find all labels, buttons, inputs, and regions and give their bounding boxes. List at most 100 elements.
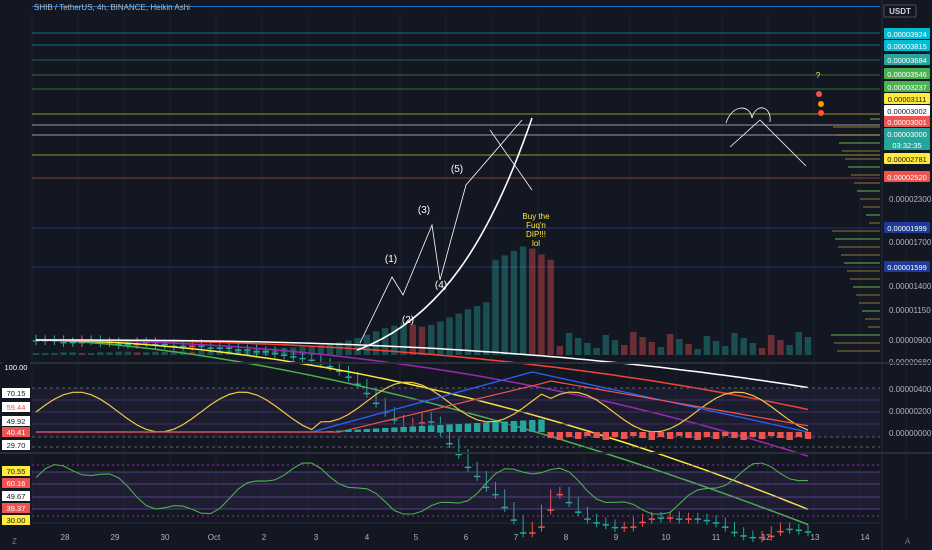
indicator-level-label-bg [2, 515, 30, 525]
volume-bar [639, 337, 646, 355]
price-axis-label: 0.00001599 [887, 263, 927, 272]
candle-body [529, 532, 536, 534]
candle-body [234, 349, 242, 351]
volume-profile-bar [834, 342, 880, 344]
macd-histogram-bar [694, 432, 701, 440]
volume-bar [768, 335, 775, 355]
price-axis-label-bg [884, 105, 930, 116]
volume-bar [712, 341, 720, 355]
volume-profile-bar [857, 190, 880, 192]
trend-line [489, 129, 533, 191]
candle-body [60, 341, 67, 344]
volume-bar [32, 353, 40, 355]
volume-bar [427, 324, 435, 355]
candle-body [391, 419, 398, 421]
timezone-glyph[interactable]: Z [12, 537, 17, 546]
indicator-level-label-bg [2, 478, 30, 488]
stoch-line [35, 462, 809, 515]
auto-scale-glyph[interactable]: A [905, 537, 911, 546]
candle-body [271, 352, 279, 355]
volume-bar [538, 254, 545, 355]
volume-profile-bar [835, 238, 880, 240]
chart-annotation: (2) [402, 315, 414, 326]
price-axis-label: 0.00003001 [887, 118, 927, 127]
fire-icon [818, 110, 824, 116]
ema-line [36, 339, 809, 510]
volume-profile-bar [833, 126, 880, 128]
price-axis-label: 0.00001999 [887, 224, 927, 233]
indicator-level-label-bg [2, 362, 30, 372]
macd-histogram-bar [703, 432, 711, 437]
candle-body [483, 486, 490, 489]
volume-bar [437, 321, 444, 355]
candle-body [418, 422, 426, 424]
price-axis-label: 0.00002781 [887, 155, 927, 164]
volume-profile-bar [832, 230, 880, 232]
volume-profile-bar [856, 294, 880, 296]
volume-bar [786, 345, 793, 355]
indicator-level-label-bg [2, 503, 30, 513]
candle-body [492, 493, 499, 496]
volume-bar [152, 351, 159, 355]
x-tick-label: 13 [811, 533, 820, 542]
candle-body [768, 535, 775, 538]
macd-histogram-bar [372, 428, 380, 432]
volume-bar [492, 259, 499, 355]
macd-histogram-bar [409, 426, 417, 432]
volume-bar [593, 348, 600, 355]
volume-bar [556, 346, 564, 355]
candle-body [473, 475, 481, 478]
x-tick-label: 29 [111, 533, 120, 542]
wave-count-drawing [359, 119, 523, 344]
macd-histogram-bar [712, 432, 720, 439]
candle-body [630, 526, 637, 528]
candle-body [161, 343, 168, 346]
macd-histogram-bar [556, 432, 564, 440]
candle-body [244, 349, 251, 351]
volume-profile-bar [845, 158, 880, 160]
volume-profile-bar [869, 222, 880, 224]
volume-bar [207, 350, 214, 355]
macd-histogram-bar [538, 419, 545, 432]
candle-body [152, 343, 159, 346]
top-border-line [32, 6, 880, 7]
candle-body [225, 347, 233, 349]
volume-bar [565, 333, 573, 355]
macd-histogram-bar [455, 424, 462, 432]
volume-bar [519, 246, 527, 355]
candle-body [464, 466, 472, 469]
price-axis-label: 0.00002520 [887, 173, 927, 182]
price-axis-label: 0.00003002 [887, 107, 927, 116]
candle-body [602, 524, 610, 526]
volume-bar [446, 317, 453, 355]
volume-bar [584, 343, 591, 355]
candle-body [786, 528, 793, 531]
macd-histogram-bar [740, 432, 747, 440]
candle-body [575, 511, 582, 513]
candle-body [501, 506, 508, 509]
x-tick-label: 5 [414, 533, 419, 542]
volume-bar [354, 337, 361, 355]
candle-body [308, 359, 315, 362]
candle-body [345, 376, 352, 378]
x-tick-label: Oct [208, 533, 221, 542]
candle-body [657, 517, 665, 519]
volume-bar [740, 338, 747, 355]
macd-histogram-bar [639, 432, 646, 438]
price-axis-label-bg [884, 28, 930, 39]
chart-annotation: (3) [418, 205, 430, 216]
candle-body [69, 341, 76, 344]
volume-bar [170, 351, 178, 355]
candle-body [97, 341, 104, 344]
candle-body [620, 526, 628, 529]
chart-title: SHIB / TetherUS, 4h, BINANCE, Heikin Ash… [34, 3, 190, 12]
volume-bar [189, 351, 196, 355]
candle-body [758, 536, 766, 539]
y-tick-label: 0.00001400 [889, 282, 932, 291]
indicator-level-label-bg [2, 491, 30, 501]
x-tick-label: 6 [464, 533, 469, 542]
price-axis-label-bg [884, 128, 930, 139]
candle-body [262, 350, 269, 353]
parabolic-curve [356, 117, 533, 351]
